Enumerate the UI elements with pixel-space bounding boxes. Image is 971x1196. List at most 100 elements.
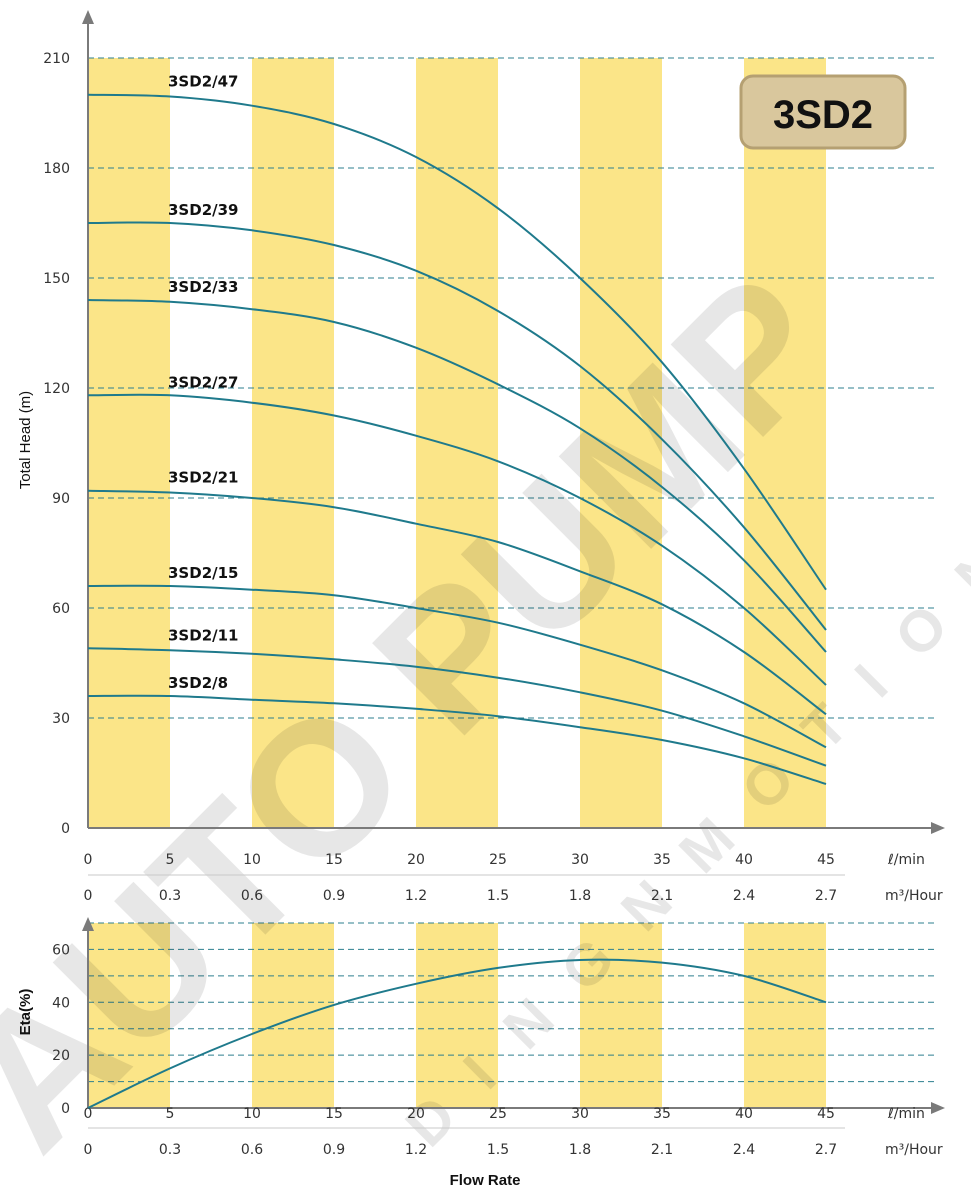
top-x-axis-arrow — [931, 822, 945, 834]
top-y-tick-90: 90 — [52, 491, 70, 507]
top-y-tick-30: 30 — [52, 711, 70, 727]
top-band-3 — [580, 58, 662, 828]
curve-label-3sd2-47: 3SD2/47 — [168, 73, 238, 91]
curve-3sd2-11 — [87, 647, 827, 767]
top-x-tick-m3h-6: 1.8 — [569, 888, 591, 904]
bottom-y-tick-0: 0 — [61, 1101, 70, 1117]
bottom-x-axis-arrow — [931, 1102, 945, 1114]
top-x-tick-m3h-4: 1.2 — [405, 888, 427, 904]
top-x-tick-m3h-1: 0.3 — [159, 888, 181, 904]
curve-3sd2-39 — [87, 221, 827, 631]
top-y-tick-0: 0 — [61, 821, 70, 837]
curve-label-3sd2-27: 3SD2/27 — [168, 373, 238, 391]
bottom-band-3 — [580, 923, 662, 1108]
top-x-tick-lmin-45: 45 — [817, 852, 835, 868]
top-x-tick-lmin-20: 20 — [407, 852, 425, 868]
top-x-tick-m3h-7: 2.1 — [651, 888, 673, 904]
top-chart-bands — [88, 58, 826, 828]
bottom-x-tick-m3h-4: 1.2 — [405, 1142, 427, 1158]
bottom-x-tick-m3h-1: 0.3 — [159, 1142, 181, 1158]
curve-3sd2-21 — [87, 489, 827, 716]
bottom-y-axis-title: Eta(%) — [17, 989, 34, 1036]
curve-3sd2-47 — [87, 93, 827, 591]
top-y-tick-150: 150 — [43, 271, 70, 287]
model-badge-box — [739, 74, 907, 150]
top-x-unit-lmin: ℓ/min — [887, 852, 925, 868]
eta-curve-line — [87, 958, 827, 1109]
bottom-x-tick-lmin-5: 5 — [166, 1106, 175, 1122]
bottom-x-tick-m3h-8: 2.4 — [733, 1142, 755, 1158]
bottom-x-tick-lmin-35: 35 — [653, 1106, 671, 1122]
bottom-x-tick-lmin-20: 20 — [407, 1106, 425, 1122]
top-x-tick-lmin-10: 10 — [243, 852, 261, 868]
curve-3sd2-33 — [87, 299, 827, 653]
top-band-2 — [416, 58, 498, 828]
bottom-band-1 — [252, 923, 334, 1108]
top-band-4 — [744, 58, 826, 828]
top-x-tick-lmin-30: 30 — [571, 852, 589, 868]
bottom-x-tick-lmin-15: 15 — [325, 1106, 343, 1122]
top-y-tick-210: 210 — [43, 51, 70, 67]
curve-label-3sd2-21: 3SD2/21 — [168, 469, 238, 487]
top-x-tick-m3h-8: 2.4 — [733, 888, 755, 904]
top-x-tick-lmin-15: 15 — [325, 852, 343, 868]
bottom-x-tick-lmin-25: 25 — [489, 1106, 507, 1122]
top-y-tick-120: 120 — [43, 381, 70, 397]
top-x-tick-lmin-40: 40 — [735, 852, 753, 868]
top-x-tick-lmin-0: 0 — [84, 852, 93, 868]
efficiency-curve — [87, 958, 827, 1109]
top-x-tick-lmin-25: 25 — [489, 852, 507, 868]
curve-3sd2-8 — [87, 694, 827, 785]
bottom-x-tick-labels: 0 0 5 0.3 10 0.6 15 0.9 20 1.2 25 1.5 30 1.8 35 2.1 40 2.… — [84, 1106, 838, 1158]
top-x-tick-m3h-2: 0.6 — [241, 888, 263, 904]
bottom-x-tick-lmin-30: 30 — [571, 1106, 589, 1122]
bottom-x-tick-m3h-7: 2.1 — [651, 1142, 673, 1158]
bottom-x-tick-lmin-40: 40 — [735, 1106, 753, 1122]
top-x-unit-m3h: m³/Hour — [885, 888, 943, 904]
bottom-x-tick-m3h-0: 0 — [84, 1142, 93, 1158]
top-y-tick-labels: 0 30 60 90 120 150 180 210 — [43, 51, 70, 837]
bottom-y-tick-60: 60 — [52, 942, 70, 958]
top-x-tick-m3h-5: 1.5 — [487, 888, 509, 904]
bottom-x-tick-m3h-2: 0.6 — [241, 1142, 263, 1158]
bottom-y-tick-20: 20 — [52, 1048, 70, 1064]
model-badge: 3SD2 — [739, 74, 907, 150]
bottom-chart-bands — [88, 923, 826, 1108]
bottom-x-unit-m3h: m³/Hour — [885, 1142, 943, 1158]
curve-label-3sd2-11: 3SD2/11 — [168, 626, 238, 644]
top-x-tick-m3h-3: 0.9 — [323, 888, 345, 904]
top-x-tick-lmin-5: 5 — [166, 852, 175, 868]
bottom-x-tick-lmin-0: 0 — [84, 1106, 93, 1122]
curve-label-3sd2-15: 3SD2/15 — [168, 564, 238, 582]
axes — [82, 10, 945, 1129]
top-y-tick-180: 180 — [43, 161, 70, 177]
bottom-x-tick-m3h-9: 2.7 — [815, 1142, 837, 1158]
curve-label-3sd2-8: 3SD2/8 — [168, 674, 228, 692]
bottom-chart-gridlines — [88, 922, 935, 1083]
curve-label-3sd2-39: 3SD2/39 — [168, 201, 238, 219]
bottom-x-tick-lmin-45: 45 — [817, 1106, 835, 1122]
model-badge-text: 3SD2 — [773, 93, 873, 137]
bottom-y-tick-40: 40 — [52, 995, 70, 1011]
bottom-x-tick-m3h-5: 1.5 — [487, 1142, 509, 1158]
top-x-tick-m3h-0: 0 — [84, 888, 93, 904]
curve-label-3sd2-33: 3SD2/33 — [168, 278, 238, 296]
bottom-band-4 — [744, 923, 826, 1108]
curve-3sd2-15 — [87, 584, 827, 749]
bottom-x-tick-m3h-3: 0.9 — [323, 1142, 345, 1158]
top-x-tick-labels: 0 0 5 0.3 10 0.6 15 0.9 20 1.2 25 1.5 30 1.8 35 2.1 40 2.… — [84, 852, 838, 904]
top-x-tick-lmin-35: 35 — [653, 852, 671, 868]
bottom-band-2 — [416, 923, 498, 1108]
bottom-y-tick-labels: 0 20 40 60 — [52, 942, 70, 1117]
bottom-y-axis-arrow — [82, 917, 94, 931]
curve-3sd2-27 — [87, 393, 827, 686]
x-axis-title: Flow Rate — [450, 1172, 521, 1189]
top-band-0 — [88, 58, 170, 828]
bottom-band-0 — [88, 923, 170, 1108]
top-y-axis-arrow — [82, 10, 94, 24]
top-y-tick-60: 60 — [52, 601, 70, 617]
bottom-x-tick-m3h-6: 1.8 — [569, 1142, 591, 1158]
top-y-axis-title: Total Head (m) — [17, 391, 34, 489]
head-curves: 3SD2/47 3SD2/39 3SD2/33 3SD2/27 3SD2/21 3SD2/… — [87, 73, 827, 785]
